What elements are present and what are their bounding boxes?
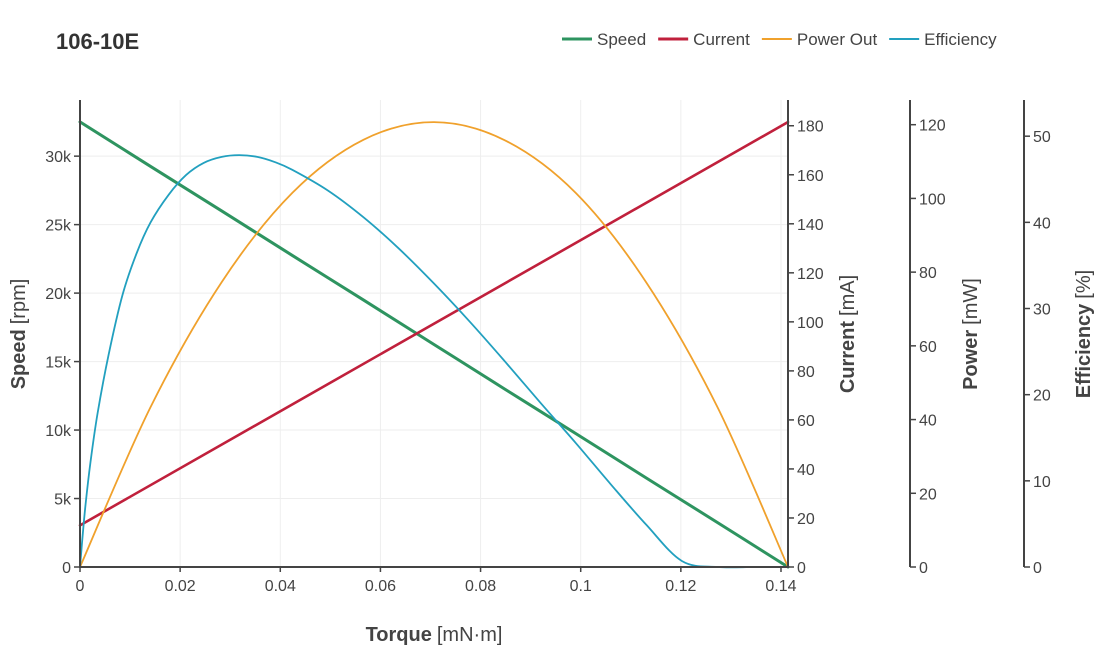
- x-axis-title-unit: [mN·m]: [437, 624, 503, 646]
- x-tick-label: 0.02: [165, 578, 196, 595]
- power-tick-label: 120: [919, 118, 946, 135]
- efficiency-line: [79, 154, 789, 569]
- current-tick-label: 120: [797, 266, 824, 283]
- speed-line: [78, 120, 790, 569]
- legend-label-speed: Speed: [597, 30, 646, 49]
- current-tick-label: 80: [797, 364, 815, 381]
- current-tick-label: 20: [797, 511, 815, 528]
- speed-tick-label: 25k: [45, 218, 72, 235]
- legend-label-power-out: Power Out: [797, 30, 878, 49]
- power-tick-label: 80: [919, 265, 937, 282]
- speed-tick-label: 10k: [45, 423, 72, 440]
- power-axis-title-unit: [mW]: [960, 278, 982, 325]
- x-tick-label: 0.12: [665, 578, 696, 595]
- current-tick-label: 60: [797, 413, 815, 430]
- x-tick-label: 0.06: [365, 578, 396, 595]
- power-tick-label: 0: [919, 560, 928, 577]
- x-tick-label: 0.08: [465, 578, 496, 595]
- x-tick-label: 0.14: [765, 578, 796, 595]
- speed-axis-title-unit: [rpm]: [8, 279, 30, 325]
- efficiency-tick-label: 30: [1033, 302, 1051, 319]
- current-line: [78, 120, 790, 527]
- power-axis-title: Power [mW]: [960, 278, 982, 390]
- efficiency-axis-title-unit: [%]: [1073, 270, 1095, 299]
- current-axis-title-label: Current: [837, 321, 859, 394]
- speed-tick-label: 30k: [45, 149, 72, 166]
- x-tick-label: 0: [76, 578, 85, 595]
- efficiency-tick-label: 0: [1033, 560, 1042, 577]
- chart-title: 106-10E: [56, 29, 139, 54]
- power-tick-label: 100: [919, 191, 946, 208]
- current-axis-title: Current [mA]: [837, 275, 859, 393]
- grid: [80, 100, 788, 567]
- power-out-line: [79, 121, 789, 568]
- speed-axis-title-label: Speed: [8, 329, 30, 389]
- efficiency-axis-title-label: Efficiency: [1073, 303, 1095, 398]
- efficiency-tick-label: 10: [1033, 474, 1051, 491]
- efficiency-tick-label: 40: [1033, 215, 1051, 232]
- legend-label-efficiency: Efficiency: [924, 30, 997, 49]
- current-axis-title-unit: [mA]: [837, 275, 859, 316]
- speed-tick-label: 5k: [54, 492, 72, 509]
- x-axis-title-label: Torque: [366, 624, 432, 646]
- legend: Speed Current Power Out Efficiency: [562, 30, 997, 49]
- legend-label-current: Current: [693, 30, 750, 49]
- power-tick-label: 20: [919, 486, 937, 503]
- power-axis-title-label: Power: [960, 330, 982, 390]
- power-tick-label: 60: [919, 339, 937, 356]
- power-tick-label: 40: [919, 413, 937, 430]
- x-tick-label: 0.1: [570, 578, 592, 595]
- speed-tick-label: 20k: [45, 286, 72, 303]
- speed-tick-label: 15k: [45, 355, 72, 372]
- efficiency-tick-label: 50: [1033, 129, 1051, 146]
- current-tick-label: 140: [797, 217, 824, 234]
- current-tick-label: 180: [797, 119, 824, 136]
- current-tick-label: 0: [797, 560, 806, 577]
- current-tick-label: 160: [797, 168, 824, 185]
- efficiency-tick-label: 20: [1033, 388, 1051, 405]
- current-tick-label: 40: [797, 462, 815, 479]
- x-tick-label: 0.04: [265, 578, 296, 595]
- x-axis-title: Torque [mN·m]: [366, 624, 503, 646]
- series-lines: [78, 120, 790, 569]
- speed-axis-title: Speed [rpm]: [8, 279, 30, 390]
- speed-tick-label: 0: [62, 560, 71, 577]
- efficiency-axis-title: Efficiency [%]: [1073, 270, 1095, 398]
- axes: 0 0.02 0.04 0.06 0.08 0.1 0.12 0.1405k10k15k20k…: [45, 100, 1051, 595]
- current-tick-label: 100: [797, 315, 824, 332]
